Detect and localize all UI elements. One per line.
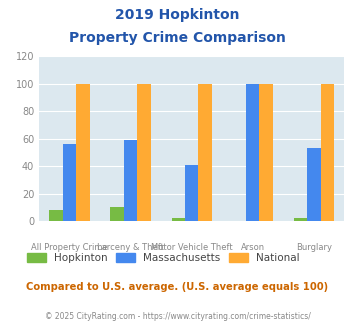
Text: Property Crime Comparison: Property Crime Comparison [69, 31, 286, 45]
Bar [124, 140, 137, 221]
Bar [76, 83, 90, 221]
Text: Motor Vehicle Theft: Motor Vehicle Theft [151, 243, 233, 251]
Bar [63, 144, 76, 221]
Bar [185, 165, 198, 221]
Bar [110, 207, 124, 221]
Text: Burglary: Burglary [296, 243, 332, 251]
Text: Arson: Arson [241, 243, 265, 251]
Text: © 2025 CityRating.com - https://www.cityrating.com/crime-statistics/: © 2025 CityRating.com - https://www.city… [45, 312, 310, 321]
Text: 2019 Hopkinton: 2019 Hopkinton [115, 8, 240, 22]
Bar [49, 210, 63, 221]
Text: Larceny & Theft: Larceny & Theft [97, 243, 164, 251]
Bar [137, 83, 151, 221]
Bar [307, 148, 321, 221]
Bar [260, 83, 273, 221]
Bar [321, 83, 334, 221]
Bar [246, 83, 260, 221]
Legend: Hopkinton, Massachusetts, National: Hopkinton, Massachusetts, National [23, 248, 304, 267]
Bar [171, 218, 185, 221]
Bar [198, 83, 212, 221]
Text: All Property Crime: All Property Crime [31, 243, 108, 251]
Bar [294, 218, 307, 221]
Text: Compared to U.S. average. (U.S. average equals 100): Compared to U.S. average. (U.S. average … [26, 282, 329, 292]
